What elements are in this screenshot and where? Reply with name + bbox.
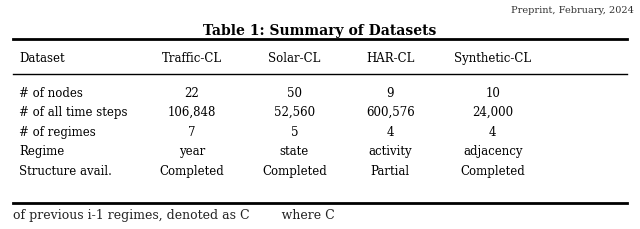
Text: Completed: Completed [159,164,225,177]
Text: # of regimes: # of regimes [19,125,96,138]
Text: activity: activity [369,145,412,158]
Text: Dataset: Dataset [19,52,65,65]
Text: 7: 7 [188,125,196,138]
Text: Completed: Completed [262,164,327,177]
Text: Table 1: Summary of Datasets: Table 1: Summary of Datasets [204,24,436,38]
Text: 10: 10 [485,86,500,99]
Text: Partial: Partial [371,164,410,177]
Text: state: state [280,145,309,158]
Text: Structure avail.: Structure avail. [19,164,112,177]
Text: year: year [179,145,205,158]
Text: 4: 4 [489,125,497,138]
Text: 600,576: 600,576 [366,106,415,119]
Text: Synthetic-CL: Synthetic-CL [454,52,531,65]
Text: 22: 22 [184,86,200,99]
Text: Preprint, February, 2024: Preprint, February, 2024 [511,6,634,15]
Text: 5: 5 [291,125,298,138]
Text: Regime: Regime [19,145,65,158]
Text: HAR-CL: HAR-CL [366,52,415,65]
Text: of previous i-1 regimes, denoted as C        where C: of previous i-1 regimes, denoted as C wh… [13,208,335,221]
Text: Solar-CL: Solar-CL [268,52,321,65]
Text: Completed: Completed [460,164,525,177]
Text: 9: 9 [387,86,394,99]
Text: Traffic-CL: Traffic-CL [162,52,222,65]
Text: 106,848: 106,848 [168,106,216,119]
Text: # of all time steps: # of all time steps [19,106,128,119]
Text: adjacency: adjacency [463,145,522,158]
Text: 4: 4 [387,125,394,138]
Text: 52,560: 52,560 [274,106,315,119]
Text: 24,000: 24,000 [472,106,513,119]
Text: 50: 50 [287,86,302,99]
Text: # of nodes: # of nodes [19,86,83,99]
